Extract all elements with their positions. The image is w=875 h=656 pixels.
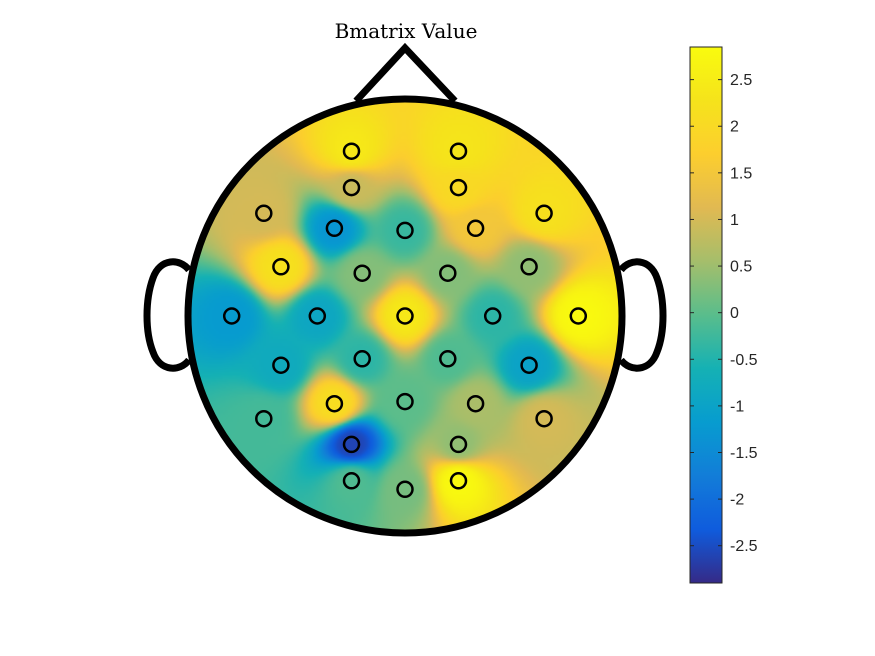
colorbar-tick-label: -2.5 — [730, 538, 758, 555]
left-ear-outline — [143, 258, 192, 372]
electrode-marker — [272, 258, 290, 276]
electrode-marker — [520, 258, 538, 276]
electrode-marker — [449, 142, 468, 160]
head-circle — [184, 95, 626, 537]
electrode-markers — [222, 142, 588, 499]
electrode-marker — [396, 221, 414, 240]
colorbar-tick-label: 1 — [730, 212, 739, 229]
colorbar-gradient — [689, 46, 723, 584]
electrode-marker — [396, 307, 414, 325]
electrode-marker — [483, 307, 502, 325]
electrode-marker — [396, 392, 414, 411]
right-ear-outline — [618, 258, 667, 372]
electrode-marker — [308, 307, 327, 325]
electrode-marker — [353, 264, 371, 282]
electrode-marker — [449, 472, 468, 490]
electrode-marker — [439, 350, 457, 368]
electrode-marker — [342, 435, 361, 454]
electrode-marker — [535, 409, 553, 428]
electrode-marker — [325, 219, 344, 238]
electrode-marker — [353, 350, 371, 368]
electrode-marker — [569, 307, 588, 325]
electrode-marker — [535, 204, 553, 223]
colorbar-tick-label: 0 — [730, 305, 739, 322]
colorbar-ticks: 2.5 2 1.5 1 0.5 0 -0.5 -1 -1.5 -2 -2.5 — [690, 72, 758, 555]
electrode-marker — [255, 409, 273, 428]
electrode-marker — [396, 480, 414, 499]
head-outline — [143, 42, 667, 537]
electrode-marker — [520, 356, 538, 374]
electrode-marker — [272, 356, 290, 374]
colorbar-tick-label: 1.5 — [730, 165, 752, 182]
colorbar-tick-label: -1.5 — [730, 445, 758, 462]
colorbar: 2.5 2 1.5 1 0.5 0 -0.5 -1 -1.5 -2 -2.5 — [689, 46, 758, 584]
electrode-marker — [466, 219, 485, 238]
electrode-marker — [466, 394, 485, 413]
chart-title: Bmatrix Value — [335, 19, 478, 43]
electrode-marker — [342, 142, 361, 160]
electrode-marker — [342, 178, 361, 197]
electrode-marker — [255, 204, 273, 223]
colorbar-tick-label: -2 — [730, 492, 744, 509]
electrode-marker — [439, 264, 457, 282]
electrode-marker — [222, 307, 241, 325]
electrode-marker — [449, 435, 468, 454]
colorbar-tick-label: -0.5 — [730, 352, 758, 369]
nose-outline — [353, 42, 458, 104]
electrode-marker — [342, 472, 361, 490]
colorbar-tick-label: 2 — [730, 119, 739, 136]
electrode-marker — [449, 178, 468, 197]
electrode-marker — [325, 394, 344, 413]
colorbar-tick-label: 2.5 — [730, 72, 752, 89]
colorbar-tick-label: -1 — [730, 398, 744, 415]
colorbar-tick-label: 0.5 — [730, 259, 752, 276]
